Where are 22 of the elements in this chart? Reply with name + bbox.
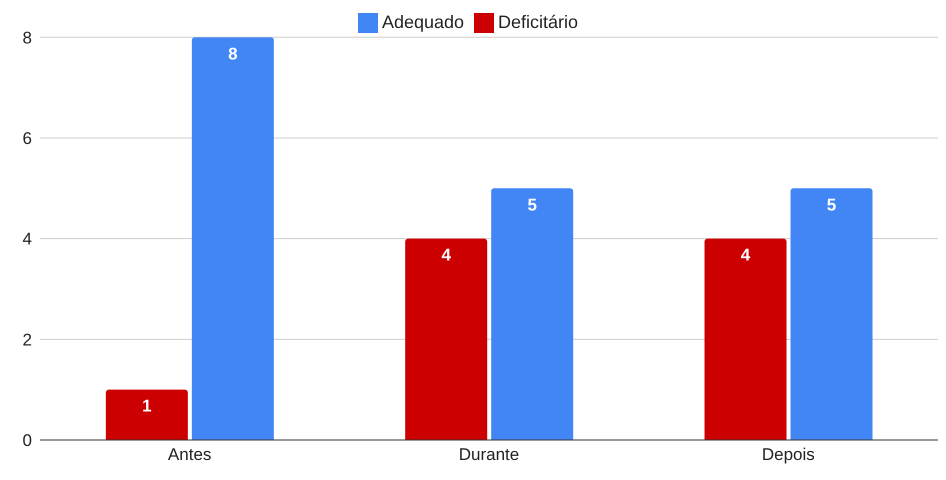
- bar: [106, 390, 188, 440]
- x-tick-label: Durante: [458, 445, 520, 464]
- data-label: 1: [142, 396, 152, 416]
- y-tick-label: 2: [22, 330, 32, 350]
- bar: [405, 238, 488, 440]
- data-label: 8: [228, 44, 238, 64]
- bar: [491, 188, 574, 440]
- legend-label: Adequado: [382, 12, 464, 32]
- data-label: 4: [740, 246, 751, 265]
- data-label: 4: [441, 246, 452, 265]
- x-tick-label: Depois: [762, 445, 815, 464]
- x-tick-label: Antes: [168, 445, 212, 464]
- y-tick-label: 0: [22, 431, 32, 450]
- bar: [790, 188, 873, 440]
- y-tick-label: 8: [22, 28, 32, 48]
- bar: [704, 238, 787, 440]
- legend-label: Deficitário: [498, 12, 578, 32]
- data-label: 5: [826, 195, 836, 214]
- bar: [192, 37, 274, 440]
- data-label: 5: [527, 195, 537, 214]
- y-tick-label: 6: [22, 128, 32, 148]
- y-tick-label: 4: [22, 230, 32, 249]
